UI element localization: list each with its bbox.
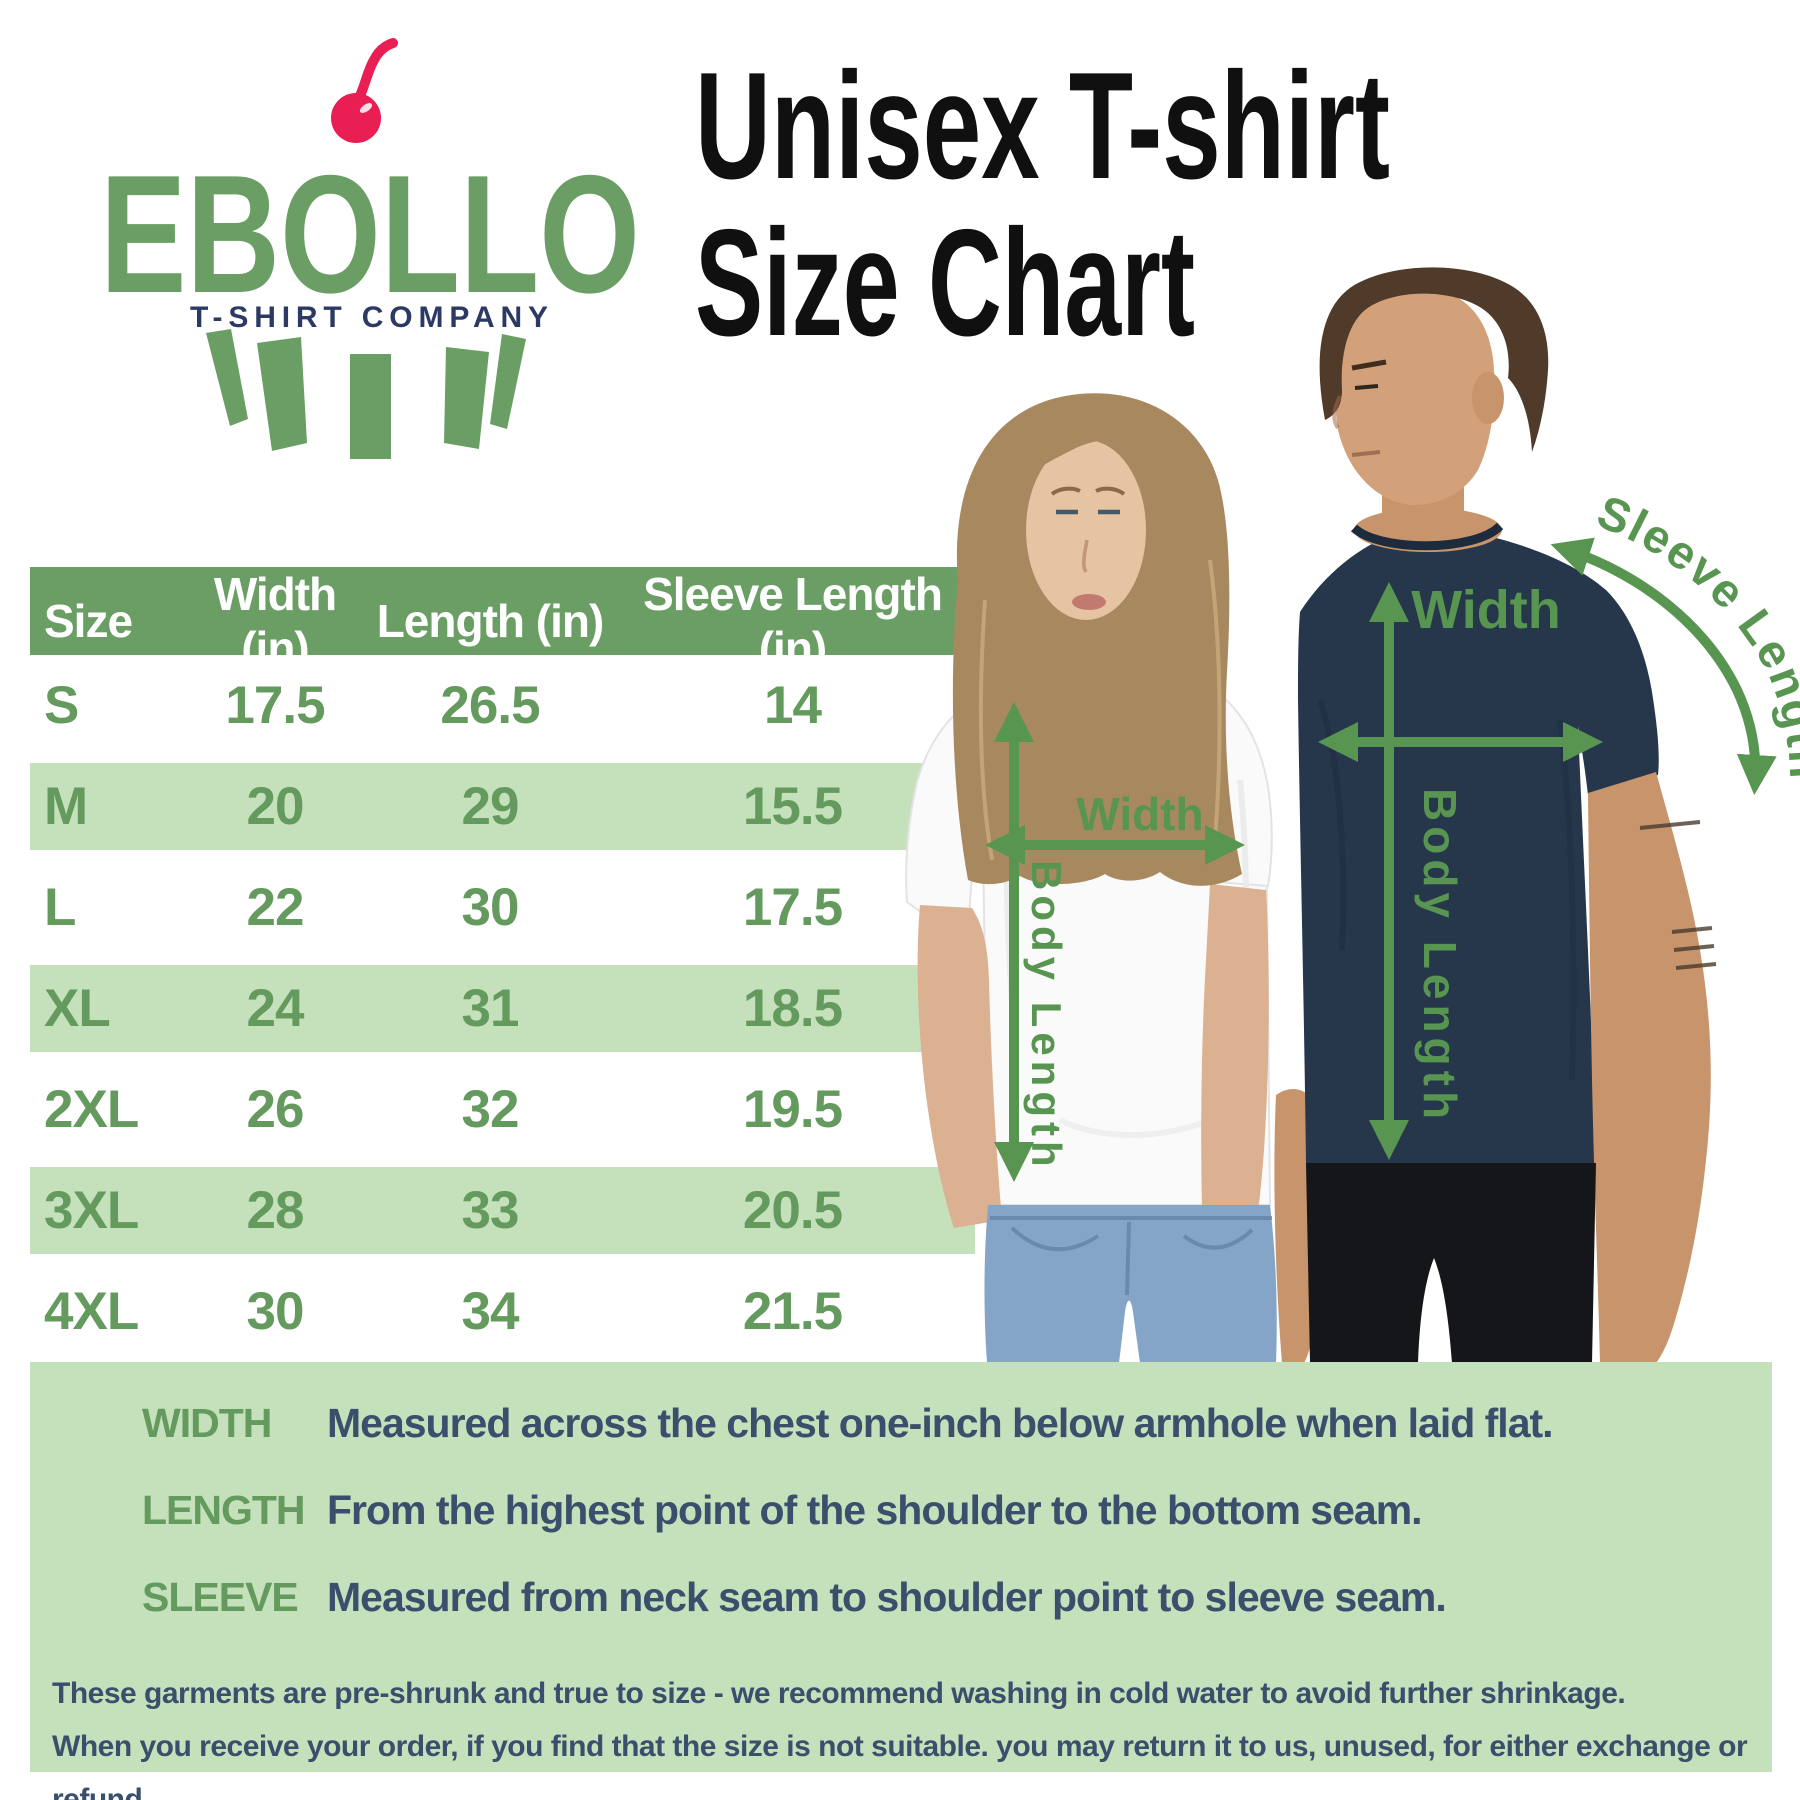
sleeve-length-arrow xyxy=(1550,537,1777,795)
page-title-line2: Size Chart xyxy=(695,198,1195,345)
cell-length: 34 xyxy=(461,1282,520,1341)
cell-sleeve: 17.5 xyxy=(742,878,843,937)
cell-sleeve: 14 xyxy=(764,676,822,735)
table-row: 2XL 26 32 19.5 xyxy=(30,1059,975,1160)
cell-sleeve: 20.5 xyxy=(742,1181,843,1240)
header-length: Length (in) xyxy=(376,595,605,647)
cupcake-stripes-icon xyxy=(206,329,526,459)
table-row: 4XL 30 34 21.5 xyxy=(30,1261,975,1362)
definition-text: From the highest point of the shoulder t… xyxy=(327,1487,1423,1533)
fine-print-line: When you receive your order, if you find… xyxy=(52,1730,1748,1800)
cell-width: 24 xyxy=(246,979,305,1038)
cell-length: 29 xyxy=(461,777,520,836)
woman-body-length-label: Body Length xyxy=(1023,860,1070,1172)
male-face-features xyxy=(1332,359,1387,457)
cell-size: 4XL xyxy=(44,1282,139,1341)
cell-sleeve: 15.5 xyxy=(742,777,843,836)
measurement-notes-panel: WIDTH Measured across the chest one-inch… xyxy=(30,1362,1772,1800)
table-row: M 20 29 15.5 xyxy=(30,756,975,857)
models-photo xyxy=(905,267,1717,1363)
brand-tagline: T-SHIRT COMPANY xyxy=(190,301,548,334)
cell-length: 31 xyxy=(461,979,520,1038)
cell-sleeve: 21.5 xyxy=(742,1282,843,1341)
brand-name: EBOLLO xyxy=(100,140,640,328)
cherry-icon xyxy=(331,38,398,143)
man-body-length-label: Body Length xyxy=(1414,788,1466,1124)
definition-row: SLEEVE Measured from neck seam to should… xyxy=(142,1574,1772,1661)
header-width: Width (in) xyxy=(213,568,337,674)
cell-size: L xyxy=(44,878,76,937)
cell-size: 3XL xyxy=(44,1181,139,1240)
cell-size: 2XL xyxy=(44,1080,139,1139)
size-table: Size Width (in) Length (in) Sleeve Lengt… xyxy=(30,567,975,1362)
table-row: S 17.5 26.5 14 xyxy=(30,655,975,756)
fine-print-line: These garments are pre-shrunk and true t… xyxy=(52,1677,1626,1710)
cell-width: 17.5 xyxy=(225,676,325,735)
cell-width: 28 xyxy=(246,1181,305,1240)
cell-width: 30 xyxy=(246,1282,305,1341)
cell-size: S xyxy=(44,676,79,735)
size-table-header: Size Width (in) Length (in) Sleeve Lengt… xyxy=(30,567,975,674)
definition-term: LENGTH xyxy=(142,1487,306,1533)
cell-length: 33 xyxy=(461,1181,520,1240)
definition-text: Measured from neck seam to shoulder poin… xyxy=(327,1574,1447,1620)
definition-term: WIDTH xyxy=(142,1400,272,1446)
page-title-line1: Unisex T-shirt xyxy=(695,45,1390,211)
definition-text: Measured across the chest one-inch below… xyxy=(327,1400,1554,1446)
cell-width: 26 xyxy=(246,1080,305,1139)
jeans-seams xyxy=(990,1216,1272,1296)
table-row: XL 24 31 18.5 xyxy=(30,958,975,1059)
female-face-features xyxy=(1050,486,1126,610)
cell-width: 22 xyxy=(246,878,305,937)
table-row: 3XL 28 33 20.5 xyxy=(30,1160,975,1261)
cell-sleeve: 18.5 xyxy=(742,979,843,1038)
fine-print: These garments are pre-shrunk and true t… xyxy=(52,1667,1772,1800)
header-size: Size xyxy=(44,595,133,647)
definition-term: SLEEVE xyxy=(142,1574,299,1620)
header-sleeve: Sleeve Length (in) xyxy=(643,568,943,674)
definition-row: LENGTH From the highest point of the sho… xyxy=(142,1487,1772,1574)
cell-size: M xyxy=(44,777,88,836)
cell-length: 32 xyxy=(461,1080,520,1139)
female-model xyxy=(905,393,1277,1363)
definition-row: WIDTH Measured across the chest one-inch… xyxy=(142,1400,1772,1487)
woman-width-label: Width xyxy=(1076,788,1203,840)
cell-length: 30 xyxy=(461,878,520,937)
table-row: L 22 30 17.5 xyxy=(30,857,975,958)
brand-logo: EBOLLO T-SHIRT COMPANY xyxy=(100,38,640,459)
cell-size: XL xyxy=(44,979,111,1038)
cell-length: 26.5 xyxy=(440,676,540,735)
tattoo-marks xyxy=(1639,820,1717,970)
man-width-label: Width xyxy=(1411,580,1560,640)
measurement-annotations: Width Body Length Width Body Length Slee… xyxy=(985,484,1800,1182)
page-title: Unisex T-shirt Size Chart xyxy=(695,45,1390,345)
cell-width: 20 xyxy=(246,777,305,836)
cell-sleeve: 19.5 xyxy=(742,1080,843,1139)
